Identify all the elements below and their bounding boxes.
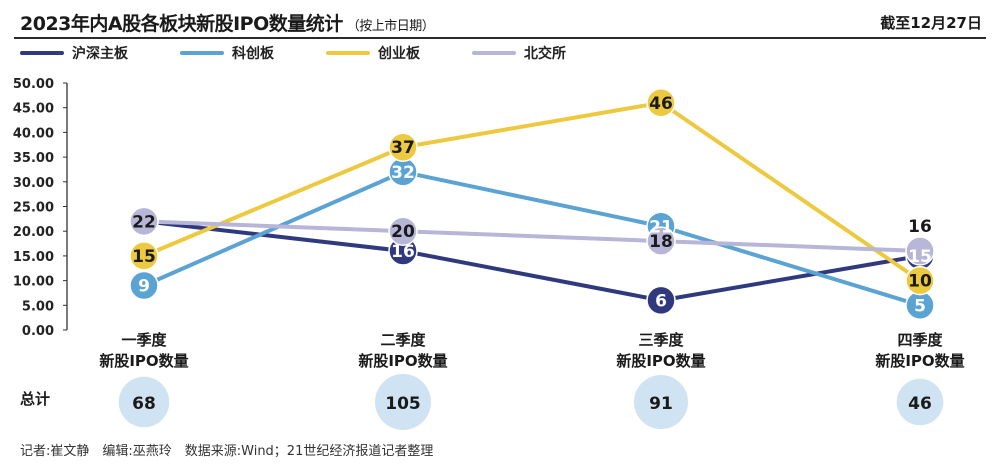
y-tick-label: 35.00 [13,151,54,166]
legend-item: 北交所 [472,43,566,63]
data-label: 21 [649,217,673,237]
total-bubble [375,374,431,430]
data-label: 16 [908,217,932,237]
data-label: 16 [391,242,415,262]
x-category-label: 三季度 [638,331,684,349]
total-value: 68 [132,394,156,414]
y-tick-label: 40.00 [13,126,54,141]
x-category-label: 二季度 [380,331,426,349]
y-tick-label: 15.00 [13,250,54,265]
data-point [905,265,935,296]
series-line [142,169,922,308]
chart-title-text: 2023年内A股各板块新股IPO数量统计 [20,13,343,35]
series-line [142,219,922,303]
data-label: 15 [908,247,932,267]
y-tick-label: 30.00 [13,176,54,191]
data-point [646,88,676,118]
x-category-label: 一季度 [121,331,167,349]
y-tick-label: 20.00 [13,225,54,240]
legend-swatch [20,51,64,55]
chart-subtitle: （按上市日期） [346,19,435,34]
legend-swatch [180,51,224,55]
x-category-label: 四季度 [897,331,943,349]
x-category-label: 新股IPO数量 [616,352,705,370]
legend-swatch [326,51,370,55]
total-value: 46 [908,394,932,414]
date-note: 截至12月27日 [880,14,982,32]
chart-title: 2023年内A股各板块新股IPO数量统计 （按上市日期） [20,9,435,36]
data-label: 9 [138,277,150,297]
data-label: 18 [649,232,673,252]
legend-item: 沪深主板 [20,43,128,63]
x-category-label: 新股IPO数量 [358,352,447,370]
legend-label: 创业板 [378,46,420,62]
legend-label: 沪深主板 [72,46,128,62]
x-category-label: 新股IPO数量 [875,352,964,370]
y-tick-label: 10.00 [13,275,54,290]
data-point [905,236,935,266]
data-label: 5 [914,296,926,316]
data-label: 22 [132,212,156,232]
legend-label: 科创板 [232,46,274,62]
credits-footer: 记者:崔文静 编辑:巫燕玲 数据来源:Wind；21世纪经济报道记者整理 [20,444,434,459]
legend-item: 创业板 [326,43,420,63]
total-value: 105 [385,394,421,414]
data-point [129,270,159,301]
y-tick-label: 25.00 [13,201,54,216]
data-label: 46 [649,94,673,114]
series-line [142,100,922,283]
data-point [129,206,159,237]
y-tick-label: 45.00 [13,102,54,117]
legend-label: 北交所 [524,46,566,62]
data-point [388,216,418,246]
data-label: 20 [391,222,415,242]
total-bubble [118,376,170,428]
data-point [129,241,159,271]
total-bubble [633,374,689,430]
y-tick-label: 0.00 [22,324,54,339]
series-line [142,219,922,253]
legend: 沪深主板 科创板 创业板 北交所 [20,42,618,64]
data-label: 37 [391,138,415,158]
total-value: 91 [649,394,673,414]
y-tick-label: 5.00 [22,299,54,314]
total-bubble [896,378,944,426]
data-point [646,226,676,256]
data-label: 10 [908,272,932,292]
data-point [646,285,676,316]
data-label: 15 [132,247,156,267]
title-divider [14,37,986,39]
data-label: 6 [655,291,667,311]
data-point [388,132,418,162]
data-label: 32 [391,163,415,183]
totals-label: 总计 [20,390,50,408]
data-label: 22 [132,212,156,232]
y-tick-label: 50.00 [13,77,54,92]
legend-item: 科创板 [180,43,274,63]
legend-swatch [472,51,516,55]
x-category-label: 新股IPO数量 [99,352,188,370]
